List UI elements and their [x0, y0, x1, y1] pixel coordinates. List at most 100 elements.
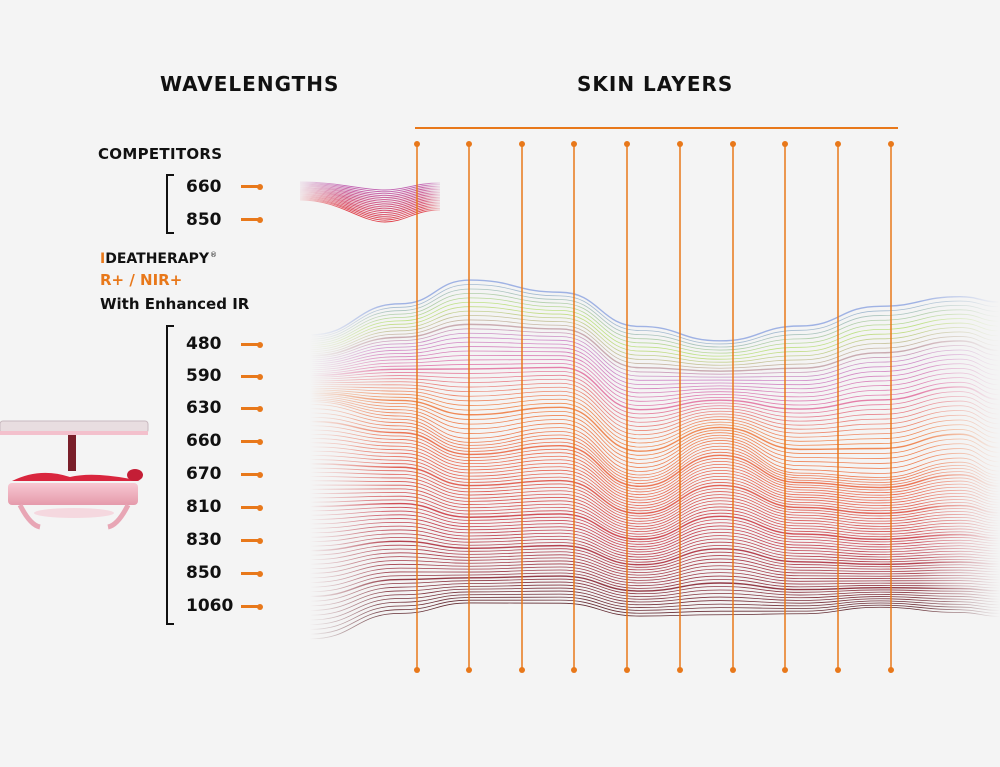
- therapy-bed-image: [0, 420, 149, 530]
- wave-line: [309, 332, 1000, 378]
- wave-line: [309, 446, 1000, 504]
- wave-line: [309, 467, 1000, 517]
- competitor-wave-line: [299, 183, 441, 195]
- product-wavelength: 810: [186, 497, 222, 517]
- skin-layer-dot: [571, 141, 577, 147]
- wave-line: [309, 378, 1000, 423]
- wave-line: [309, 533, 1000, 561]
- wave-line: [309, 521, 1000, 553]
- wave-line: [309, 510, 1000, 545]
- skin-layer-lines: [414, 141, 894, 673]
- wave-line: [309, 359, 1000, 402]
- wave-line: [309, 495, 1000, 535]
- product-wavelength: 670: [186, 464, 222, 484]
- wave-line: [309, 459, 1000, 512]
- skin-layer-dot: [730, 667, 736, 673]
- product-wavelength: 590: [186, 366, 222, 386]
- wave-line: [309, 575, 1000, 598]
- wavelength-tick: [241, 341, 263, 348]
- competitor-wave-line: [299, 185, 441, 198]
- competitors-label: COMPETITORS: [98, 145, 223, 163]
- wave-line: [309, 584, 1000, 611]
- wave-line: [309, 454, 1000, 509]
- skin-layer-dot: [782, 141, 788, 147]
- wave-line: [309, 506, 1000, 543]
- competitor-wavelength: 660: [186, 177, 222, 197]
- skin-layer-dot: [624, 667, 630, 673]
- skin-layer-dot: [835, 141, 841, 147]
- wavelength-tick: [241, 537, 263, 544]
- wavelength-tick: [241, 183, 263, 190]
- wavelength-tick: [241, 570, 263, 577]
- wave-line: [309, 396, 1000, 460]
- wavelength-tick: [241, 603, 263, 610]
- wave-line: [309, 480, 1000, 525]
- product-model: R+ / NIR+: [100, 271, 183, 289]
- wave-line: [309, 323, 1000, 372]
- product-wavelength: 850: [186, 563, 222, 583]
- competitor-wavelength: 850: [186, 210, 222, 230]
- wave-line: [309, 572, 1000, 593]
- wave-line: [309, 315, 1000, 366]
- wave-line: [309, 387, 1000, 440]
- wave-line: [309, 425, 1000, 491]
- brand-name: DEATHERAPY: [105, 251, 209, 267]
- wave-line: [309, 537, 1000, 563]
- wave-line: [309, 310, 1000, 363]
- competitors-bracket: [166, 174, 174, 234]
- wave-line: [309, 450, 1000, 506]
- wave-line: [309, 587, 1000, 616]
- wave-line: [309, 366, 1000, 411]
- wave-line: [309, 341, 1000, 386]
- wave-line: [309, 476, 1000, 522]
- trademark-symbol: ®: [210, 251, 217, 260]
- wave-line: [309, 581, 1000, 607]
- wave-line: [309, 412, 1000, 483]
- wavelengths-heading: WAVELENGTHS: [160, 72, 340, 96]
- wave-line: [309, 394, 1000, 456]
- wave-line: [309, 386, 1000, 436]
- wave-line: [309, 429, 1000, 494]
- skin-layer-dot: [519, 667, 525, 673]
- wave-line: [309, 596, 1000, 630]
- product-wavelength: 830: [186, 530, 222, 550]
- wave-line: [309, 492, 1000, 533]
- competitor-wave-line: [299, 192, 441, 210]
- wave-line: [309, 569, 1000, 588]
- wave-line: [309, 518, 1000, 550]
- skin-layer-dot: [677, 141, 683, 147]
- skin-layer-dot: [730, 141, 736, 147]
- competitor-wave-line: [299, 194, 441, 214]
- wave-line: [309, 525, 1000, 555]
- competitor-wave-line: [299, 182, 441, 193]
- wave-line: [309, 297, 1000, 354]
- wave-line: [309, 463, 1000, 515]
- wave-line: [309, 284, 1000, 345]
- wave-line: [309, 471, 1000, 520]
- product-bracket: [166, 325, 174, 625]
- wave-line: [309, 399, 1000, 469]
- skin-layer-dot: [624, 141, 630, 147]
- wave-line: [309, 398, 1000, 464]
- wave-line: [309, 560, 1000, 579]
- skin-layer-dot: [466, 141, 472, 147]
- competitor-wave-line: [299, 184, 441, 197]
- competitor-wave-line: [299, 190, 441, 206]
- wave-line: [309, 370, 1000, 415]
- wave-line: [309, 288, 1000, 348]
- competitor-wave-line: [299, 196, 441, 217]
- product-wavelength: 1060: [186, 596, 234, 616]
- wavelength-tick: [241, 471, 263, 478]
- wavelength-tick: [241, 438, 263, 445]
- wave-line: [309, 590, 1000, 621]
- competitor-wave-line: [299, 188, 441, 204]
- competitor-wave-line: [299, 199, 441, 223]
- wave-line: [309, 556, 1000, 576]
- wave-line: [309, 548, 1000, 571]
- wave-line: [309, 404, 1000, 478]
- wave-line: [309, 389, 1000, 444]
- wave-line: [309, 488, 1000, 530]
- skin-layer-dot: [835, 667, 841, 673]
- wave-line: [309, 433, 1000, 496]
- wave-line: [309, 319, 1000, 369]
